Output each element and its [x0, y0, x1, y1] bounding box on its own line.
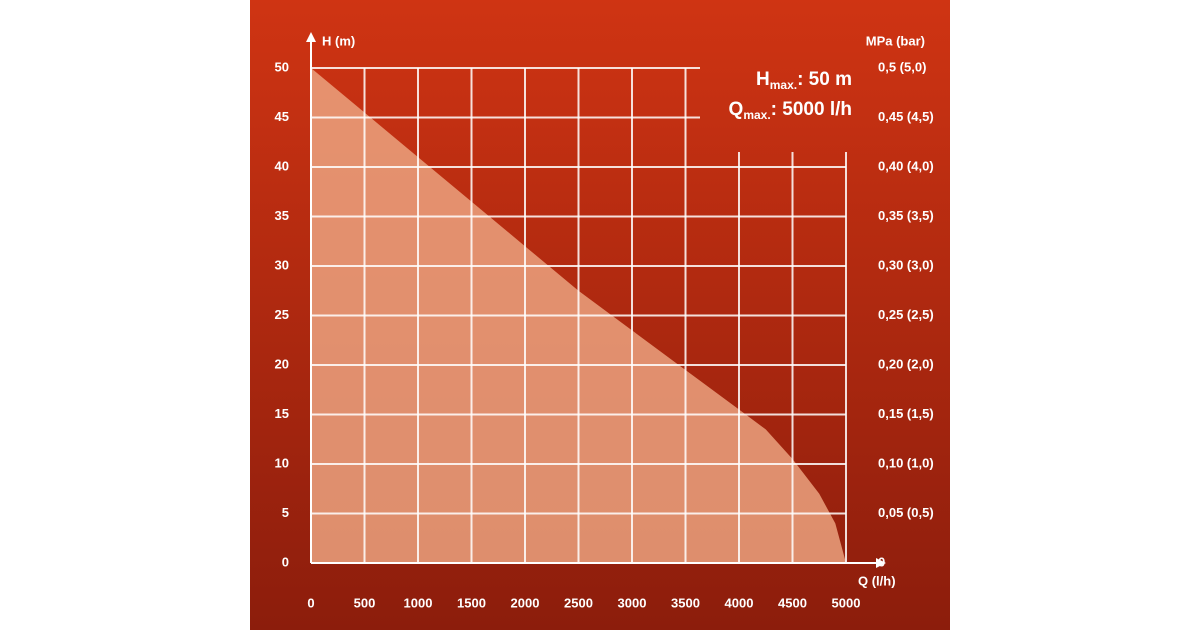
y2-tick-label: 0,15 (1,5) — [878, 406, 934, 421]
y-tick-label: 25 — [275, 307, 289, 322]
x-tick-label: 3000 — [618, 595, 647, 610]
x-tick-label: 1000 — [404, 595, 433, 610]
y2-tick-label: 0,45 (4,5) — [878, 109, 934, 124]
x-tick-label: 4500 — [778, 595, 807, 610]
x-tick-label: 1500 — [457, 595, 486, 610]
y2-axis-label: MPa (bar) — [866, 33, 925, 48]
y2-tick-label: 0,25 (2,5) — [878, 307, 934, 322]
y2-tick-label: 0,35 (3,5) — [878, 208, 934, 223]
x-tick-label: 0 — [307, 595, 314, 610]
y-tick-label: 35 — [275, 208, 289, 223]
x-tick-label: 500 — [354, 595, 376, 610]
x-tick-label: 3500 — [671, 595, 700, 610]
y-tick-label: 20 — [275, 356, 289, 371]
y-tick-label: 45 — [275, 109, 289, 124]
y-tick-label: 30 — [275, 257, 289, 272]
y-tick-label: 0 — [282, 554, 289, 569]
annotation: Qmax.: 5000 l/h — [729, 99, 852, 122]
y2-tick-label: 0,05 (0,5) — [878, 505, 934, 520]
y-tick-label: 40 — [275, 158, 289, 173]
y-tick-label: 15 — [275, 406, 289, 421]
y2-tick-label: 0,20 (2,0) — [878, 356, 934, 371]
x-axis-label: Q (l/h) — [858, 573, 896, 588]
annotation-symbol: H — [756, 69, 770, 90]
x-tick-label: 4000 — [725, 595, 754, 610]
x-tick-label: 2500 — [564, 595, 593, 610]
y-axis-label: H (m) — [322, 33, 355, 48]
y2-tick-label: 0,40 (4,0) — [878, 158, 934, 173]
annotation-symbol: Q — [729, 99, 744, 120]
y-tick-label: 5 — [282, 505, 289, 520]
annotation-subscript: max. — [743, 108, 770, 122]
x-tick-label: 2000 — [511, 595, 540, 610]
annotation-text: : 50 m — [797, 69, 852, 90]
y2-tick-label: 0,30 (3,0) — [878, 257, 934, 272]
annotation-subscript: max. — [770, 78, 797, 92]
y2-tick-label: 0 — [878, 554, 885, 569]
annotation-backdrop — [700, 58, 870, 152]
y-tick-label: 10 — [275, 455, 289, 470]
y2-tick-label: 0,10 (1,0) — [878, 455, 934, 470]
annotation: Hmax.: 50 m — [756, 69, 852, 92]
y-tick-label: 50 — [275, 59, 289, 74]
annotation-text: : 5000 l/h — [771, 99, 852, 120]
y2-tick-label: 0,5 (5,0) — [878, 59, 926, 74]
x-tick-label: 5000 — [832, 595, 861, 610]
